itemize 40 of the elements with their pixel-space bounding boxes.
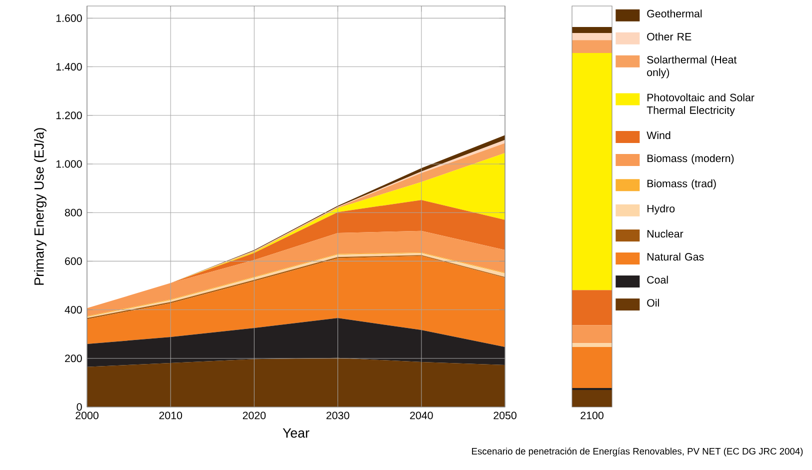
y-tick-label: 0 [76,403,82,411]
legend-label: Nuclear [647,230,684,238]
legend-label: Natural Gas [647,252,704,261]
y-tick-label: 800 [64,208,82,216]
bar [572,343,612,347]
bar [572,26,612,34]
x-tick-label: 2010 [159,412,182,420]
legend-label: Other RE [647,32,692,40]
y-tick-label: 600 [65,257,82,265]
bar [572,33,612,40]
text: Escenario de penetración de Energías Renovables, PV NET (EC DG JRC 2004) [472,448,803,456]
x-tick-label: 2000 [76,412,98,420]
bar [572,52,612,290]
legend-label: Geothermal [647,10,702,18]
bar [572,346,612,388]
legend-label: Coal [647,276,668,284]
bar [572,390,612,407]
y-tick-label: 1.200 [56,112,82,120]
legend-label: Oil [647,298,659,307]
x-axis-title: Year [282,428,310,438]
legend-label: Wind [646,131,670,140]
y-tick-label: 1.400 [56,63,82,71]
y-axis-title: Primary Energy Use (EJ/a) [34,128,46,285]
bar [572,325,612,344]
y-tick-label: 1.000 [56,160,82,168]
x-tick-label: 2050 [494,412,516,420]
legend-label: Hydro [647,204,675,215]
bar [572,40,612,53]
legend-label: Biomass (modern) [647,154,734,164]
legend-label: Solarthermal (Heat only) [647,56,737,78]
y-tick-label: 1.600 [56,14,82,22]
x-tick-label: 2100 [580,412,604,420]
x-tick-label: 2020 [242,412,266,420]
bar [572,290,612,326]
y-tick-label: 200 [65,354,82,362]
legend-label: Photovoltaic and Solar Thermal Electricity [646,93,754,116]
x-tick-label: 2030 [326,412,350,420]
legend-label: Biomass (trad) [647,179,716,190]
x-tick-label: 2040 [410,412,433,420]
y-tick-label: 400 [64,306,82,314]
